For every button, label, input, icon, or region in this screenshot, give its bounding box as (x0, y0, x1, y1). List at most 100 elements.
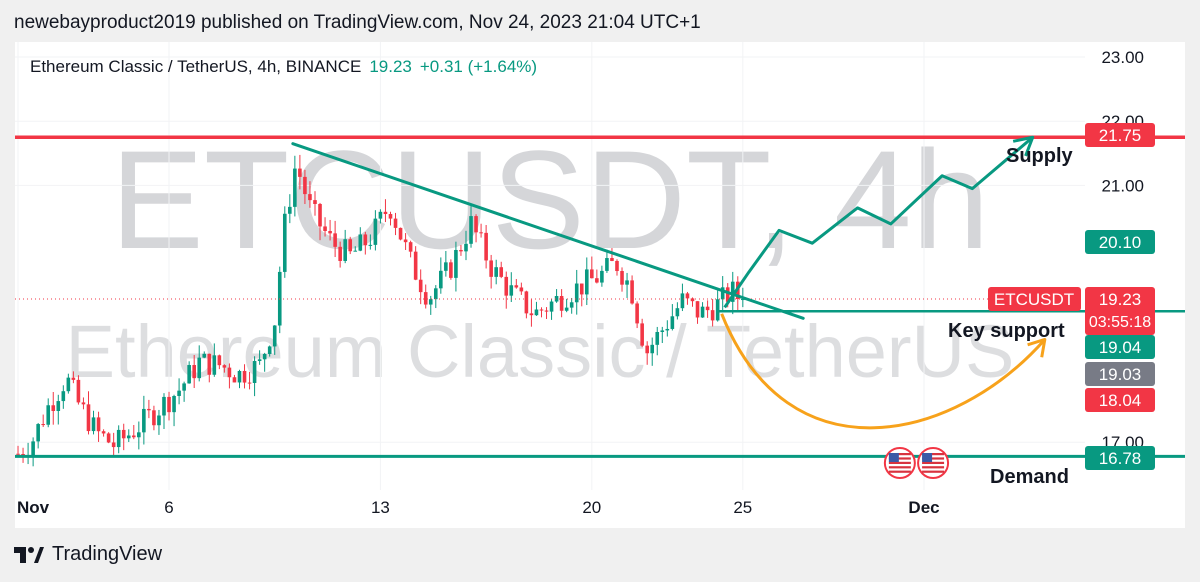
candle-body (670, 316, 675, 329)
candle-body (41, 424, 45, 426)
candle-body (197, 357, 202, 379)
candle-body (484, 232, 488, 261)
candle-body (393, 218, 398, 228)
candle-body (111, 442, 116, 448)
symbol-tag: ETCUSDT (994, 290, 1074, 309)
candle-body (408, 242, 413, 252)
candle-body (333, 233, 337, 247)
candle-body (579, 283, 584, 295)
candle-body (620, 271, 624, 285)
candle-body (544, 310, 549, 312)
symbol-tag-bg (988, 287, 1081, 311)
candle-body (700, 306, 705, 318)
candle-body (96, 417, 101, 432)
candle-body (730, 281, 735, 302)
candle-body (569, 302, 574, 308)
candle-body (167, 396, 171, 413)
candle-body (31, 441, 35, 456)
candle-body (222, 365, 227, 368)
candle-body (232, 377, 237, 383)
candle-body (454, 249, 458, 278)
candle-body (298, 168, 302, 177)
candle-body (655, 331, 660, 345)
annotation-key-support: Key support (948, 320, 1065, 342)
candle-body (86, 404, 91, 432)
candle-body (388, 214, 393, 219)
candle-body (137, 432, 141, 438)
candle-body (640, 323, 644, 346)
flag-stripe (888, 466, 911, 469)
curve-arrow (720, 313, 1046, 430)
candle-body (282, 213, 287, 272)
candle-body (610, 258, 614, 261)
candle-body (564, 307, 569, 311)
footer-brand[interactable]: TradingView (52, 543, 163, 565)
candle-body (242, 370, 247, 383)
candle-body (323, 226, 327, 231)
candle-body (257, 359, 262, 362)
candle-body (318, 203, 322, 227)
candle-body (51, 405, 56, 411)
price-label-bg (1085, 388, 1155, 412)
candle-body (559, 296, 564, 311)
price-label: 21.75 (1099, 126, 1142, 145)
candle-body (61, 391, 66, 402)
candle-body (489, 260, 493, 277)
countdown-label: 03:55:18 (1089, 314, 1151, 331)
candle-body (494, 267, 498, 277)
candle-body (403, 239, 408, 243)
price-label: 16.78 (1099, 449, 1142, 468)
symbol-legend: Ethereum Classic / TetherUS, 4h, BINANCE… (30, 57, 537, 77)
trendline (291, 142, 805, 320)
candle-body (288, 206, 292, 214)
flag-stripe (888, 453, 911, 456)
candle-body (534, 309, 539, 316)
candle-body (272, 325, 277, 347)
candle-body (650, 344, 655, 354)
legend-price: 19.23 (369, 57, 412, 76)
candle-body (710, 310, 715, 321)
price-label-bg (1085, 287, 1155, 335)
candle-body (635, 303, 639, 324)
candle-body (368, 244, 373, 246)
candle-body (449, 262, 453, 278)
candle-body (464, 243, 468, 252)
candle-body (660, 330, 665, 332)
price-label: 20.10 (1099, 233, 1142, 252)
candle-body (529, 313, 534, 316)
candle-body (207, 353, 212, 375)
price-label-bg (1085, 446, 1155, 470)
candle-body (131, 435, 136, 438)
candle-body (378, 211, 383, 219)
candle-body (91, 417, 96, 432)
candle-body (444, 262, 448, 271)
candle-body (152, 410, 156, 426)
candle-body (363, 234, 368, 246)
us-flag-event-icon[interactable] (883, 447, 916, 479)
projection-path (723, 136, 1034, 309)
candle-body (247, 382, 252, 384)
candle-body (303, 176, 307, 195)
candle-body (338, 246, 342, 261)
flag-canton (922, 453, 933, 462)
candle-body (690, 298, 695, 302)
candle-body (121, 429, 126, 439)
candle-body (36, 424, 40, 442)
flag-canton (888, 453, 899, 462)
x-tick-label: Nov (17, 498, 50, 517)
candle-body (725, 287, 730, 302)
candle-body (46, 405, 51, 425)
candle-body (187, 365, 191, 384)
price-label: 19.03 (1099, 365, 1142, 384)
watermark-name: Ethereum Classic / TetherUS (66, 310, 1015, 393)
candle-body (499, 267, 504, 277)
candle-body (212, 355, 217, 375)
candle-body (605, 258, 609, 271)
legend-change: +0.31 (+1.64%) (419, 57, 538, 76)
us-flag-event-icon[interactable] (917, 447, 950, 479)
candle-body (81, 402, 86, 405)
price-label: 19.23 (1099, 290, 1142, 309)
candle-body (252, 361, 257, 383)
candle-body (293, 168, 297, 207)
